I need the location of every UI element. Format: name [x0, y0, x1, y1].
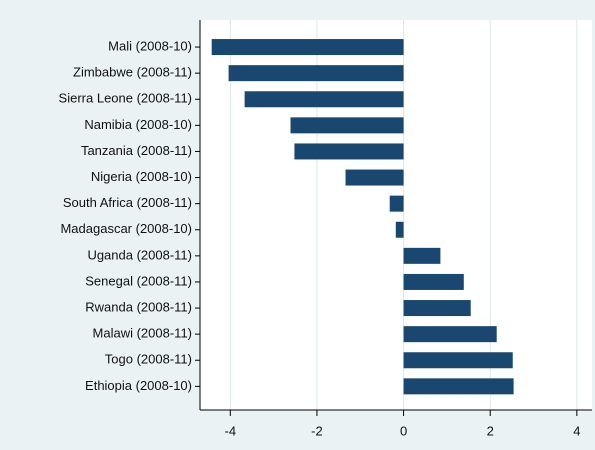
bar	[211, 39, 404, 56]
y-tick-label: Rwanda (2008-11)	[85, 299, 192, 314]
y-tick-label: Nigeria (2008-10)	[91, 169, 192, 184]
x-tick-label: -2	[311, 423, 323, 438]
y-tick-label: Sierra Leone (2008-11)	[59, 91, 192, 106]
y-tick-label: Uganda (2008-11)	[87, 247, 192, 262]
bar	[403, 273, 464, 290]
y-tick-label: Madagascar (2008-10)	[60, 221, 192, 236]
x-tick-label: -4	[225, 423, 237, 438]
bar	[244, 91, 404, 108]
bar	[403, 247, 441, 264]
plot-area	[200, 20, 592, 410]
y-tick-label: Senegal (2008-11)	[85, 273, 192, 288]
y-tick-label: Ethiopia (2008-10)	[85, 378, 192, 393]
y-tick-label: Malawi (2008-11)	[93, 326, 192, 341]
y-tick-label: Togo (2008-11)	[105, 352, 192, 367]
bar	[389, 195, 404, 212]
y-tick-label: Namibia (2008-10)	[84, 117, 192, 132]
y-tick-label: Tanzania (2008-11)	[81, 143, 192, 158]
bar	[345, 169, 404, 186]
x-tick-label: 0	[400, 423, 407, 438]
y-tick-label: South Africa (2008-11)	[63, 195, 192, 210]
bar	[403, 378, 514, 395]
bar	[403, 352, 513, 369]
x-tick-label: 4	[573, 423, 580, 438]
bar	[290, 117, 404, 134]
y-tick-label: Zimbabwe (2008-11)	[73, 65, 192, 80]
bar	[228, 65, 404, 82]
x-tick-label: 2	[487, 423, 494, 438]
bar	[395, 221, 404, 238]
y-tick-label: Mali (2008-10)	[108, 38, 192, 53]
bar	[403, 326, 497, 343]
bar	[403, 300, 471, 317]
bar	[294, 143, 404, 160]
